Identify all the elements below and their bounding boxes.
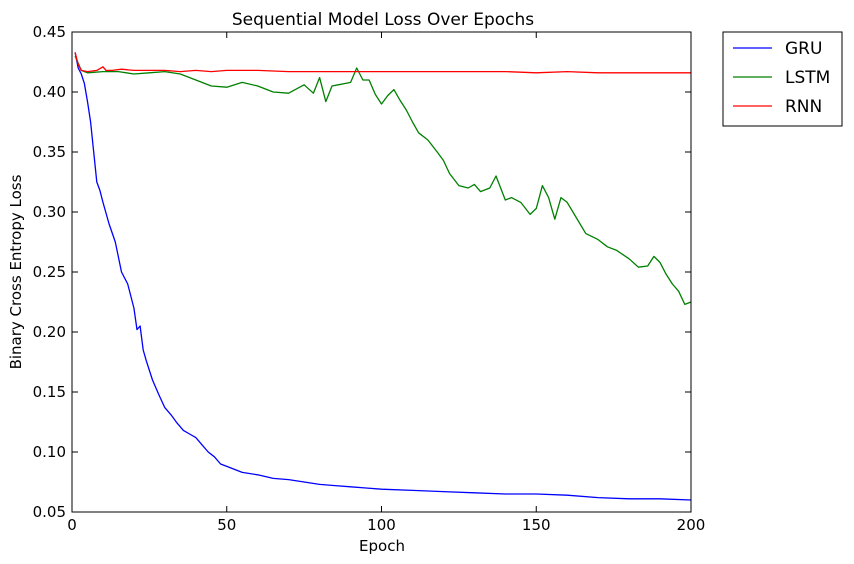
legend-item-rnn: RNN	[733, 97, 822, 117]
y-tick-label: 0.15	[33, 383, 66, 401]
y-tick-label: 0.45	[33, 23, 66, 41]
y-tick-label: 0.20	[33, 323, 66, 341]
series-line-gru	[74, 52, 692, 501]
chart-title: Sequential Model Loss Over Epochs	[232, 10, 534, 30]
x-tick-label: 100	[367, 516, 396, 534]
series-line-rnn	[74, 52, 691, 74]
legend: GRU LSTM RNN	[722, 31, 843, 127]
legend-label: GRU	[785, 39, 822, 59]
y-tick-label: 0.30	[33, 203, 66, 221]
series-layer	[74, 52, 692, 501]
y-tick-label: 0.05	[33, 503, 66, 521]
x-tick-label: 200	[677, 516, 706, 534]
y-tick-label: 0.25	[33, 263, 66, 281]
legend-label: LSTM	[785, 68, 830, 88]
x-tick-label: 0	[67, 516, 77, 534]
y-tick-label: 0.40	[33, 83, 66, 101]
y-axis: 0.05 0.10 0.15 0.20 0.25 0.30 0.35 0.40 0.45	[33, 23, 691, 521]
y-tick-label: 0.35	[33, 143, 66, 161]
x-axis: 0 50 100 150 200	[67, 32, 705, 534]
series-line-lstm	[74, 55, 692, 306]
x-tick-label: 150	[522, 516, 551, 534]
x-axis-label: Epoch	[359, 537, 405, 555]
legend-item-lstm: LSTM	[733, 68, 830, 88]
legend-items: GRU LSTM RNN	[733, 39, 830, 117]
x-tick-label: 50	[217, 516, 236, 534]
y-axis-label: Binary Cross Entropy Loss	[7, 174, 25, 369]
y-tick-label: 0.10	[33, 443, 66, 461]
legend-item-gru: GRU	[733, 39, 822, 59]
legend-label: RNN	[785, 97, 822, 117]
